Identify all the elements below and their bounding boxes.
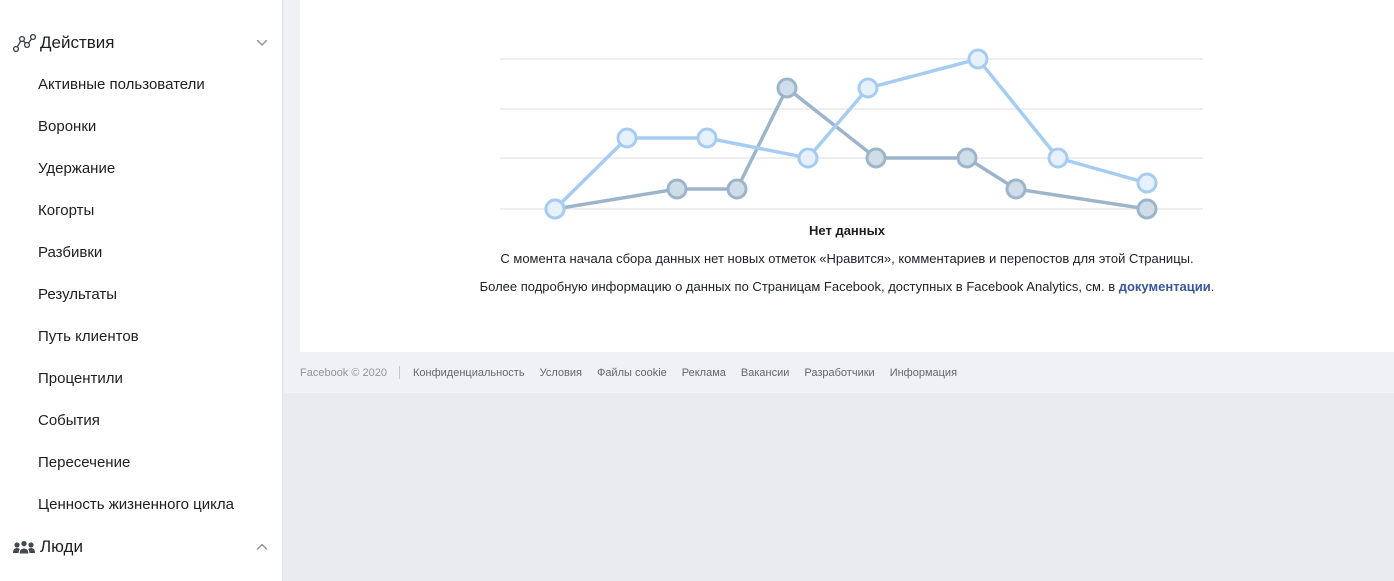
footer-link[interactable]: Вакансии xyxy=(740,366,790,379)
empty-state-line2-text: Более подробную информацию о данных по С… xyxy=(479,279,1119,294)
footer-divider xyxy=(399,366,400,379)
chart-card: Нет данных С момента начала сбора данных… xyxy=(300,0,1394,352)
sidebar-item[interactable]: Воронки xyxy=(38,118,97,135)
page-background-filler xyxy=(284,393,1394,581)
gray-blue-series-marker xyxy=(1005,178,1027,200)
chart-container xyxy=(500,0,1204,220)
gray-blue-series-marker xyxy=(1136,198,1158,220)
sidebar-section-actions[interactable]: Действия xyxy=(0,22,282,64)
light-blue-series-marker xyxy=(1136,172,1158,194)
sidebar-item[interactable]: Процентили xyxy=(38,370,123,387)
sidebar-item[interactable]: События xyxy=(38,412,100,429)
footer-link[interactable]: Конфиденциальность xyxy=(413,366,525,379)
footer: Facebook © 2020 Конфиденциальность Услови… xyxy=(300,352,1394,393)
empty-state-line2-period: . xyxy=(1210,279,1215,294)
light-blue-series-marker xyxy=(616,127,638,149)
light-blue-series-line xyxy=(553,57,1148,211)
chevron-down-icon xyxy=(256,39,268,47)
light-blue-series-marker xyxy=(967,48,989,70)
empty-state-line1: С момента начала сбора данных нет новых … xyxy=(500,251,1194,266)
light-blue-series-marker xyxy=(857,77,879,99)
activity-graph-icon xyxy=(10,33,38,53)
chevron-up-icon xyxy=(256,543,268,551)
footer-link[interactable]: Файлы cookie xyxy=(596,366,667,379)
sidebar-item[interactable]: Разбивки xyxy=(38,244,103,261)
sidebar-item[interactable]: Когорты xyxy=(38,202,95,219)
empty-state-title: Нет данных xyxy=(809,223,885,238)
light-blue-series-marker xyxy=(1047,147,1069,169)
gray-blue-series-marker xyxy=(666,178,688,200)
sidebar-item[interactable]: Ценность жизненного цикла xyxy=(38,496,234,513)
light-blue-series-marker xyxy=(797,147,819,169)
sidebar-section-label: Действия xyxy=(40,33,115,52)
sidebar: Действия Активные пользователи Воронки Уде… xyxy=(0,0,283,581)
footer-copyright: Facebook © 2020 xyxy=(300,366,387,379)
sidebar-item[interactable]: Пересечение xyxy=(38,454,131,471)
gray-blue-series-marker xyxy=(776,77,798,99)
footer-link[interactable]: Реклама xyxy=(681,366,726,379)
documentation-link[interactable]: документации xyxy=(1118,279,1211,294)
sidebar-section-label: Люди xyxy=(40,537,83,556)
sidebar-section-people[interactable]: Люди xyxy=(0,526,282,568)
placeholder-line-chart xyxy=(500,48,1203,220)
footer-link[interactable]: Информация xyxy=(889,366,958,379)
footer-link[interactable]: Условия xyxy=(539,366,582,379)
sidebar-item[interactable]: Удержание xyxy=(38,160,116,177)
light-blue-series-marker xyxy=(544,198,566,220)
gray-blue-series-marker xyxy=(726,178,748,200)
footer-links: Конфиденциальность Условия Файлы cookie Рек… xyxy=(413,367,972,379)
gray-blue-series-marker xyxy=(956,147,978,169)
empty-state-line2: Более подробную информацию о данных по С… xyxy=(300,279,1394,294)
gray-blue-series-marker xyxy=(865,147,887,169)
sidebar-item[interactable]: Результаты xyxy=(38,286,117,303)
sidebar-item[interactable]: Путь клиентов xyxy=(38,328,139,345)
footer-link[interactable]: Разработчики xyxy=(804,366,875,379)
sidebar-item[interactable]: Активные пользователи xyxy=(38,76,205,93)
content-area: Нет данных С момента начала сбора данных… xyxy=(284,0,1394,581)
people-icon xyxy=(10,539,38,555)
light-blue-series-marker xyxy=(696,127,718,149)
sidebar-items: Активные пользователи Воронки Удержание Ког… xyxy=(0,64,282,526)
